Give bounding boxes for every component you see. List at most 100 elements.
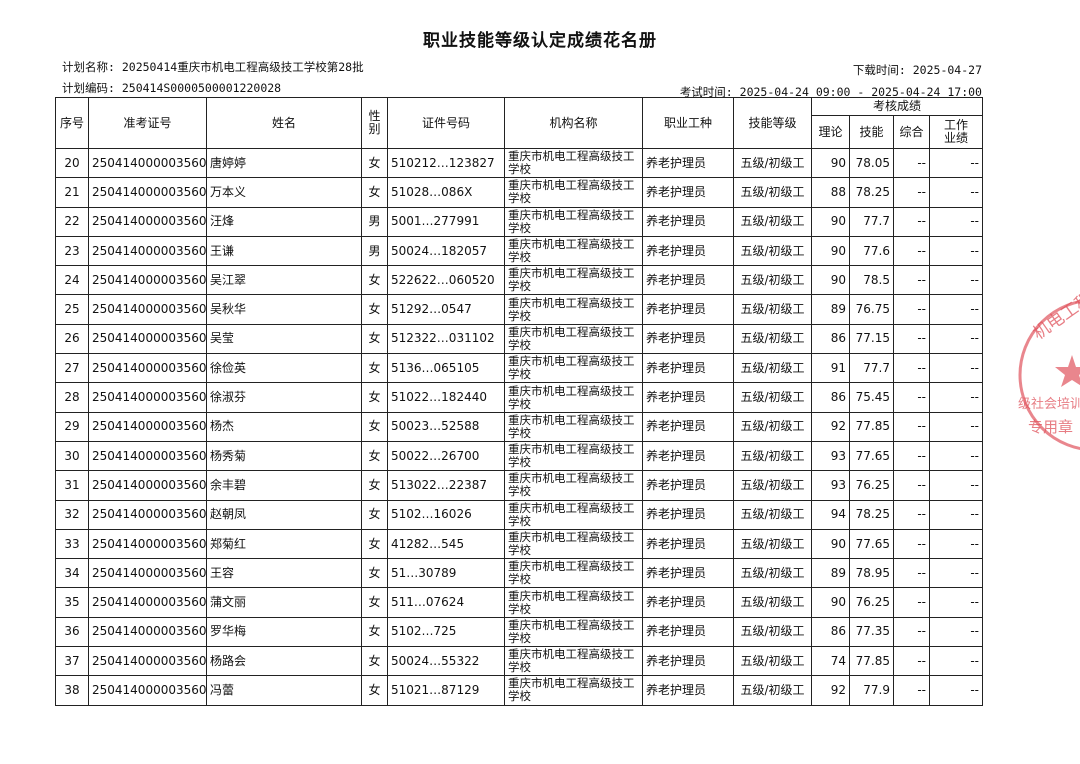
header-cell: 性别 bbox=[361, 97, 388, 149]
table-cell: 24 bbox=[55, 265, 89, 296]
table-cell: 93 bbox=[811, 470, 850, 501]
table-cell: 89 bbox=[811, 294, 850, 325]
table-cell: 2504140000035600038 bbox=[88, 675, 207, 706]
sub-header-cell: 技能 bbox=[849, 115, 894, 149]
table-cell: 五级/初级工 bbox=[733, 323, 812, 355]
table-cell: 重庆市机电工程高级技工学校 bbox=[504, 265, 643, 296]
table-cell: 五级/初级工 bbox=[733, 206, 812, 237]
table-cell: -- bbox=[928, 675, 984, 706]
table-cell: 养老护理员 bbox=[642, 499, 734, 530]
table-row: 212504140000035600021万本义女51028…086X重庆市机电… bbox=[55, 177, 984, 208]
table-cell: 五级/初级工 bbox=[733, 294, 812, 325]
table-cell: 94 bbox=[811, 499, 850, 530]
table-cell: 91 bbox=[811, 353, 850, 384]
table-cell: 冯蕾 bbox=[206, 675, 362, 706]
table-cell: -- bbox=[893, 353, 930, 384]
table-cell: 2504140000035600033 bbox=[88, 528, 207, 560]
table-cell: -- bbox=[928, 382, 984, 413]
table-cell: 76.75 bbox=[849, 294, 894, 325]
table-cell: 90 bbox=[811, 528, 850, 560]
table-cell: 90 bbox=[811, 235, 850, 267]
table-row: 362504140000035600036罗华梅女5102…725重庆市机电工程… bbox=[55, 616, 984, 648]
table-cell: 养老护理员 bbox=[642, 294, 734, 325]
table-cell: 养老护理员 bbox=[642, 440, 734, 472]
table-cell: 女 bbox=[361, 294, 388, 325]
table-cell: 养老护理员 bbox=[642, 382, 734, 413]
table-cell: 重庆市机电工程高级技工学校 bbox=[504, 470, 643, 501]
table-cell: 2504140000035600032 bbox=[88, 499, 207, 530]
table-cell: 89 bbox=[811, 558, 850, 589]
table-cell: -- bbox=[893, 235, 930, 267]
header-cell: 证件号码 bbox=[387, 97, 505, 149]
table-cell: -- bbox=[928, 646, 984, 677]
table-cell: 90 bbox=[811, 206, 850, 237]
table-cell: 重庆市机电工程高级技工学校 bbox=[504, 411, 643, 442]
table-cell: 31 bbox=[55, 470, 89, 501]
table-cell: 五级/初级工 bbox=[733, 147, 812, 179]
table-cell: 2504140000035600023 bbox=[88, 235, 207, 267]
sub-header-cell: 工作业绩 bbox=[928, 115, 984, 149]
table-cell: 77.35 bbox=[849, 616, 894, 648]
table-cell: 重庆市机电工程高级技工学校 bbox=[504, 499, 643, 530]
table-cell: -- bbox=[893, 558, 930, 589]
table-cell: 女 bbox=[361, 675, 388, 706]
table-cell: 37 bbox=[55, 646, 89, 677]
table-cell: 5102…16026 bbox=[387, 499, 505, 530]
table-cell: 2504140000035600022 bbox=[88, 206, 207, 237]
table-cell: 重庆市机电工程高级技工学校 bbox=[504, 382, 643, 413]
table-cell: -- bbox=[928, 294, 984, 325]
table-cell: 90 bbox=[811, 147, 850, 179]
plan-name: 计划名称: 20250414重庆市机电工程高级技工学校第28批 bbox=[62, 60, 364, 74]
table-row: 372504140000035600037杨路会女50024…55322重庆市机… bbox=[55, 646, 984, 677]
table-cell: 养老护理员 bbox=[642, 411, 734, 442]
table-cell: 76.25 bbox=[849, 470, 894, 501]
table-cell: 5001…277991 bbox=[387, 206, 505, 237]
table-cell: 五级/初级工 bbox=[733, 675, 812, 706]
table-cell: -- bbox=[893, 499, 930, 530]
table-cell: -- bbox=[928, 616, 984, 648]
table-cell: 22 bbox=[55, 206, 89, 237]
table-cell: 养老护理员 bbox=[642, 587, 734, 618]
header-cell: 准考证号 bbox=[88, 97, 207, 149]
table-cell: 90 bbox=[811, 265, 850, 296]
table-cell: 养老护理员 bbox=[642, 470, 734, 501]
table-row: 272504140000035600027徐俭英女5136…065105重庆市机… bbox=[55, 353, 984, 384]
download-time: 下载时间: 2025-04-27 bbox=[852, 63, 982, 77]
sub-header-text: 工作业绩 bbox=[943, 118, 968, 145]
table-cell: 38 bbox=[55, 675, 89, 706]
table-cell: 重庆市机电工程高级技工学校 bbox=[504, 558, 643, 589]
exam-time: 考试时间: 2025-04-24 09:00 - 2025-04-24 17:0… bbox=[679, 85, 982, 99]
table-cell: 重庆市机电工程高级技工学校 bbox=[504, 323, 643, 355]
table-cell: 五级/初级工 bbox=[733, 616, 812, 648]
table-cell: 重庆市机电工程高级技工学校 bbox=[504, 177, 643, 208]
table-cell: 养老护理员 bbox=[642, 235, 734, 267]
table-cell: 养老护理员 bbox=[642, 206, 734, 237]
table-cell: 女 bbox=[361, 323, 388, 355]
table-cell: 74 bbox=[811, 646, 850, 677]
table-cell: 93 bbox=[811, 440, 850, 472]
table-cell: 41282…545 bbox=[387, 528, 505, 560]
table-cell: 男 bbox=[361, 235, 388, 267]
table-cell: 徐俭英 bbox=[206, 353, 362, 384]
table-cell: 2504140000035600037 bbox=[88, 646, 207, 677]
table-cell: -- bbox=[928, 206, 984, 237]
table-row: 262504140000035600026吴莹女512322…031102重庆市… bbox=[55, 323, 984, 355]
table-cell: 女 bbox=[361, 411, 388, 442]
table-cell: 五级/初级工 bbox=[733, 177, 812, 208]
table-cell: 50024…182057 bbox=[387, 235, 505, 267]
table-cell: 29 bbox=[55, 411, 89, 442]
table-cell: 五级/初级工 bbox=[733, 558, 812, 589]
table-cell: 养老护理员 bbox=[642, 323, 734, 355]
table-row: 232504140000035600023王谦男50024…182057重庆市机… bbox=[55, 235, 984, 267]
table-cell: 77.7 bbox=[849, 353, 894, 384]
table-cell: 86 bbox=[811, 323, 850, 355]
table-cell: 78.05 bbox=[849, 147, 894, 179]
table-cell: -- bbox=[928, 499, 984, 530]
table-cell: 2504140000035600031 bbox=[88, 470, 207, 501]
table-cell: 养老护理员 bbox=[642, 177, 734, 208]
table-cell: 5136…065105 bbox=[387, 353, 505, 384]
sub-header-cell: 综合 bbox=[893, 115, 930, 149]
header-cell: 机构名称 bbox=[504, 97, 643, 149]
table-cell: 重庆市机电工程高级技工学校 bbox=[504, 528, 643, 560]
table-cell: 36 bbox=[55, 616, 89, 648]
